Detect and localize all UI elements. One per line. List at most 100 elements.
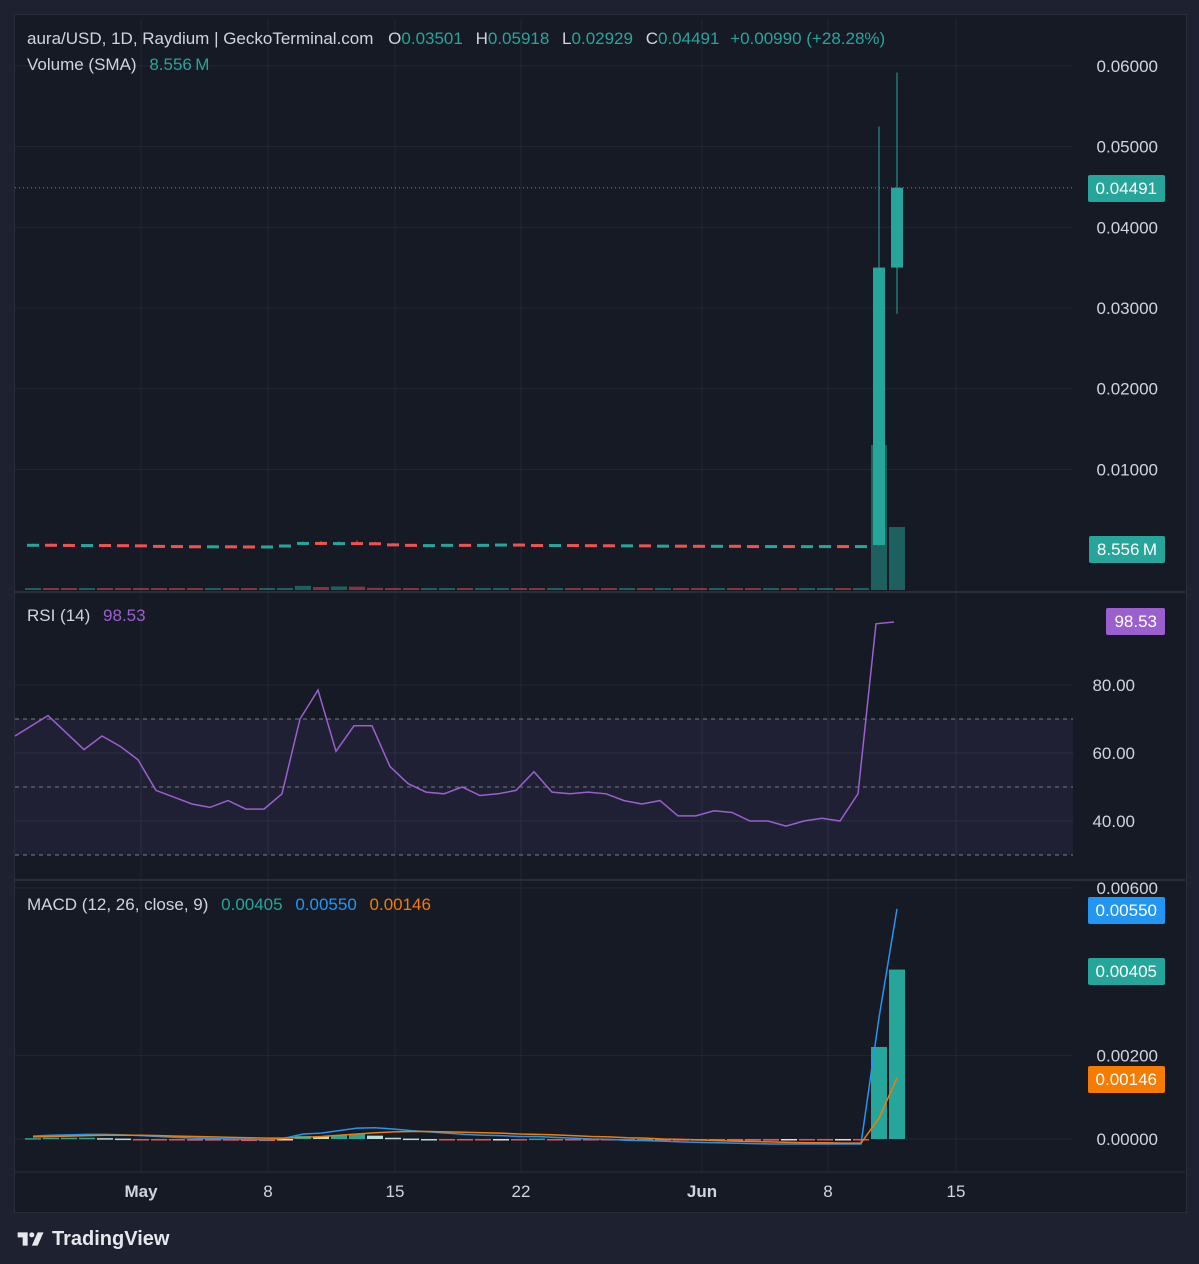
macd-histogram-bar (277, 1139, 293, 1141)
rsi-label[interactable]: RSI (14) (27, 606, 91, 625)
candle-body (153, 544, 165, 548)
candle-body (711, 544, 723, 548)
rsi-tick-label: 40.00 (1092, 812, 1135, 831)
volume-bar (799, 588, 815, 590)
candle-body (603, 544, 615, 548)
volume-bar (61, 588, 77, 590)
brand-label: TradingView (52, 1227, 170, 1250)
candle-body (225, 545, 237, 549)
volume-bar (403, 588, 419, 590)
volume-bar (709, 588, 725, 590)
price-pane[interactable] (15, 72, 1073, 590)
candle-body (891, 187, 903, 268)
high-label: H (475, 29, 488, 48)
candle-body (531, 544, 543, 548)
volume-bar (151, 588, 167, 590)
macd-histogram-bar (169, 1139, 185, 1141)
macd-histogram-bar (115, 1138, 131, 1141)
low-label: L (562, 29, 572, 48)
grid-lines (15, 20, 1185, 1173)
volume-label[interactable]: Volume (SMA) (27, 55, 137, 74)
x-tick-label: May (124, 1182, 158, 1201)
macd-histogram-bar (817, 1139, 833, 1141)
macd-pane[interactable] (25, 908, 905, 1145)
x-tick-label: 15 (947, 1182, 966, 1201)
macd-histogram-bar (61, 1137, 77, 1140)
macd-histogram-bar (313, 1136, 329, 1139)
candle-body (189, 545, 201, 549)
macd-histogram-bar (529, 1138, 545, 1141)
x-tick-label: 8 (263, 1182, 272, 1201)
volume-bar (547, 588, 563, 590)
macd-histogram-bar (889, 969, 905, 1139)
volume-bar (835, 588, 851, 590)
macd-histogram-bar (25, 1138, 41, 1140)
price-tick-label: 0.06000 (1097, 57, 1158, 76)
candle-body (387, 543, 399, 547)
candle-body (27, 543, 39, 547)
candle-body (585, 544, 597, 548)
candle-body (675, 544, 687, 548)
macd-histogram-bar (43, 1137, 59, 1140)
volume-tag: 8.556 M (1088, 536, 1165, 563)
macd-histogram-bar (799, 1139, 815, 1141)
candle-body (855, 545, 867, 549)
change-value: +0.00990 (+28.28%) (730, 29, 886, 48)
candle-body (495, 543, 507, 547)
candle-body (369, 542, 381, 546)
volume-bar (133, 588, 149, 590)
volume-bar (241, 588, 257, 590)
macd-histogram-bar (475, 1139, 491, 1141)
rsi-pane[interactable] (14, 621, 1073, 856)
price-tick-label: 0.05000 (1097, 138, 1158, 157)
rsi-line (14, 621, 895, 827)
volume-bar (259, 588, 275, 590)
symbol-title[interactable]: aura/USD, 1D, Raydium | GeckoTerminal.co… (27, 29, 374, 48)
volume-bar (421, 588, 437, 590)
candle-body (693, 544, 705, 548)
macd-histogram-bar (331, 1135, 347, 1139)
macd-signal-line (32, 1077, 898, 1144)
macd-histogram-bar (223, 1139, 239, 1141)
rsi-legend: RSI (14) 98.53 (27, 606, 146, 626)
low-value: 0.02929 (571, 29, 633, 48)
candle-body (459, 543, 471, 547)
candle-body (873, 267, 885, 546)
volume-bar (817, 588, 833, 590)
macd-histogram-bar (565, 1139, 581, 1141)
macd-histogram-bar (367, 1135, 383, 1139)
volume-bar (727, 588, 743, 590)
macd-tick-label: 0.00200 (1097, 1046, 1158, 1065)
candle-body (657, 544, 669, 548)
volume-bar (655, 588, 671, 590)
candle-body (441, 543, 453, 547)
macd-histogram-bar (385, 1137, 401, 1140)
candle-body (243, 545, 255, 549)
macd-line (32, 908, 898, 1145)
chart-frame (14, 14, 1187, 1213)
candle-body (729, 544, 741, 548)
hist-tag: 0.00405 (1087, 958, 1165, 985)
macd-histogram-bar (79, 1137, 95, 1140)
x-tick-label: 8 (823, 1182, 832, 1201)
candle-body (513, 543, 525, 547)
macd-label[interactable]: MACD (12, 26, close, 9) (27, 895, 209, 914)
volume-bar (691, 588, 707, 590)
macd-histogram-bar (871, 1046, 887, 1139)
macd-tick-label: 0.00000 (1097, 1130, 1158, 1149)
candle-body (621, 544, 633, 548)
candle-body (333, 542, 345, 546)
macd-histogram-bar (493, 1139, 509, 1141)
volume-bar (25, 588, 41, 590)
last-price-tag: 0.04491 (1087, 175, 1165, 202)
tradingview-brand[interactable]: TradingView (16, 1225, 169, 1253)
tradingview-logo-icon (17, 1232, 44, 1246)
rsi-tick-label: 60.00 (1092, 744, 1135, 763)
volume-bar (367, 587, 383, 590)
candle-body (207, 545, 219, 549)
volume-bar (889, 527, 905, 590)
candle-body (297, 541, 309, 545)
volume-value: 8.556 M (149, 55, 210, 74)
volume-bar (439, 588, 455, 590)
